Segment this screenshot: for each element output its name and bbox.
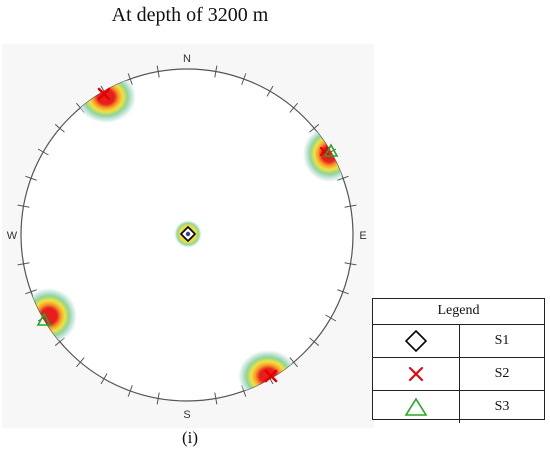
azimuth-tick: [342, 291, 349, 295]
compass-north-label: N: [183, 53, 191, 65]
azimuth-tick-inner: [30, 289, 37, 293]
s3-marker-ene: [323, 143, 339, 157]
s2-marker-nnw: [97, 87, 111, 101]
azimuth-tick-inner: [103, 373, 108, 380]
azimuth-tick: [243, 73, 247, 80]
azimuth-tick: [54, 341, 61, 346]
contour-ene: [303, 126, 353, 182]
compass-south-label: S: [183, 409, 190, 421]
azimuth-tick: [17, 204, 24, 207]
figure-caption: (i): [181, 428, 199, 447]
azimuth-tick: [269, 85, 274, 92]
azimuth-tick-inner: [79, 357, 85, 363]
compass-west-label: W: [7, 230, 18, 242]
azimuth-tick: [156, 65, 159, 72]
azimuth-tick-inner: [309, 127, 315, 133]
contour-wsw: [21, 288, 77, 344]
diamond-icon: [373, 325, 460, 357]
azimuth-tick: [127, 73, 131, 80]
triangle-icon: [373, 391, 460, 423]
cross-icon: [373, 358, 460, 390]
azimuth-tick: [25, 291, 32, 295]
azimuth-tick: [350, 263, 357, 266]
azimuth-tick-inner: [309, 337, 315, 343]
azimuth-tick: [100, 85, 105, 92]
legend-label-s3: S3: [494, 399, 510, 414]
azimuth-tick: [54, 124, 61, 129]
azimuth-tick-inner: [266, 90, 271, 97]
legend-row-s2: S2: [373, 358, 544, 391]
s1-marker: [179, 225, 197, 243]
contour-sse: [238, 350, 298, 401]
stereonet-panel: N E S W: [2, 44, 374, 428]
azimuth-ticks: [17, 65, 357, 405]
azimuth-tick-inner: [214, 392, 217, 399]
azimuth-tick-inner: [30, 177, 37, 181]
azimuth-tick: [215, 398, 218, 405]
azimuth-tick-inner: [23, 262, 30, 265]
azimuth-tick: [330, 317, 337, 322]
stereonet: N E S W: [7, 53, 367, 421]
azimuth-tick: [25, 175, 32, 179]
azimuth-tick: [215, 65, 218, 72]
azimuth-tick: [17, 263, 24, 266]
s3-marker-wsw: [36, 312, 52, 326]
legend-label-s2: S2: [494, 366, 510, 381]
azimuth-tick-inner: [157, 71, 160, 78]
azimuth-tick-inner: [129, 385, 133, 392]
azimuth-tick-inner: [157, 392, 160, 399]
legend-row-s3: S3: [373, 391, 544, 423]
azimuth-tick-inner: [289, 107, 295, 113]
legend-label-s1: S1: [494, 333, 510, 348]
legend-header: Legend: [373, 299, 544, 325]
azimuth-tick: [293, 102, 298, 109]
azimuth-tick-inner: [23, 205, 30, 208]
legend-row-s1: S1: [373, 325, 544, 358]
azimuth-tick: [156, 398, 159, 405]
azimuth-tick-inner: [214, 71, 217, 78]
azimuth-tick: [350, 204, 357, 207]
azimuth-tick-inner: [42, 151, 49, 156]
legend-table: Legend S1 S2 S3: [372, 298, 545, 423]
azimuth-tick-inner: [344, 205, 351, 208]
azimuth-tick-inner: [129, 78, 133, 85]
azimuth-tick-inner: [344, 262, 351, 265]
azimuth-tick: [243, 390, 247, 397]
azimuth-tick: [37, 148, 44, 153]
azimuth-tick: [76, 102, 81, 109]
azimuth-tick: [76, 361, 81, 368]
azimuth-tick-inner: [325, 314, 332, 319]
azimuth-tick: [293, 361, 298, 368]
azimuth-tick-inner: [289, 357, 295, 363]
azimuth-tick: [342, 175, 349, 179]
compass-east-label: E: [359, 230, 366, 242]
azimuth-tick-inner: [59, 127, 65, 133]
azimuth-tick: [269, 378, 274, 385]
azimuth-tick-inner: [241, 78, 245, 85]
azimuth-tick: [127, 390, 131, 397]
azimuth-tick: [313, 124, 320, 129]
azimuth-tick-inner: [337, 289, 344, 293]
azimuth-tick: [313, 341, 320, 346]
azimuth-tick: [100, 378, 105, 385]
figure-title: At depth of 3200 m: [111, 4, 269, 26]
s2-marker-sse: [264, 369, 278, 383]
